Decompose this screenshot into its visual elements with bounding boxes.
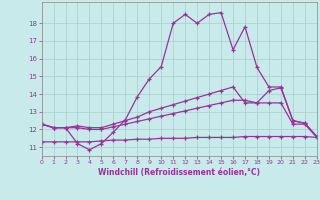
X-axis label: Windchill (Refroidissement éolien,°C): Windchill (Refroidissement éolien,°C) xyxy=(98,168,260,177)
